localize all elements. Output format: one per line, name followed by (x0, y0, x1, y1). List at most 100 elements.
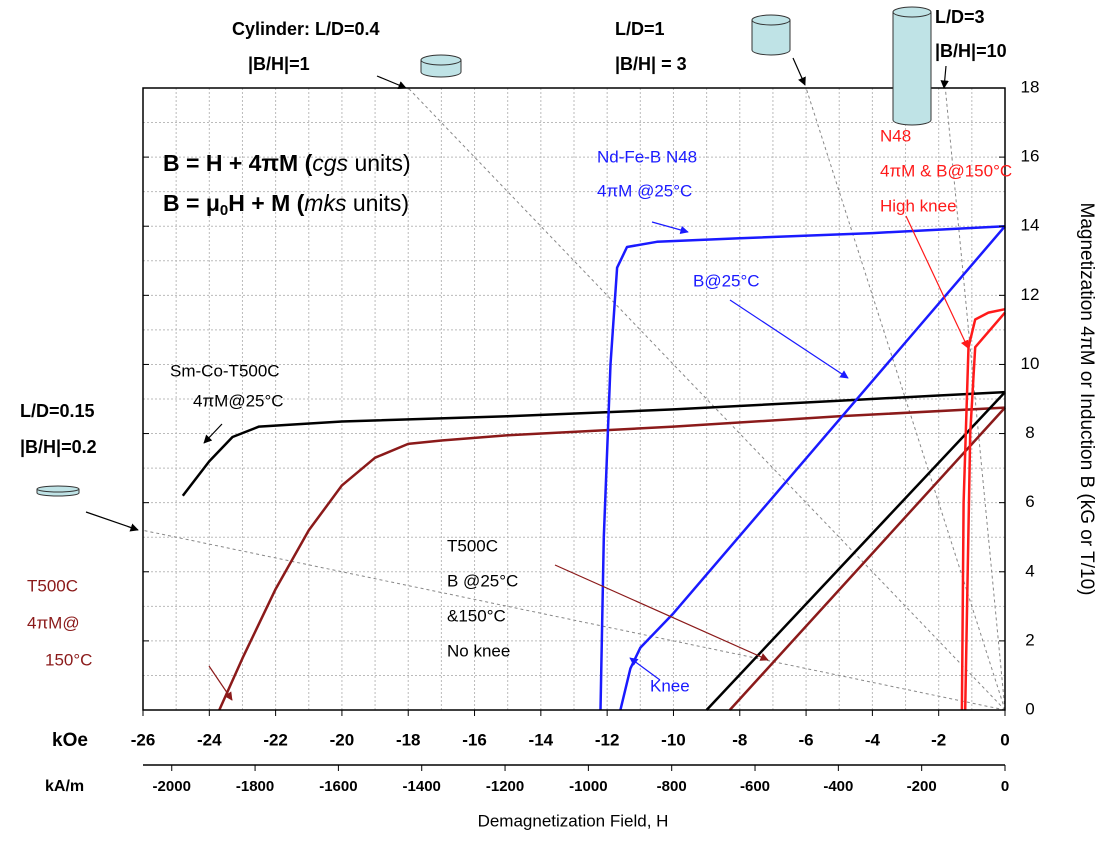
formula-part: H + M ( (228, 190, 304, 216)
formula: B = μ0H + M (mks units) (163, 190, 409, 219)
annotation: Nd-Fe-B N48 (597, 147, 697, 166)
annotation: B@25°C (693, 271, 760, 290)
arrow (208, 665, 233, 701)
y-tick-label: 6 (1025, 492, 1034, 511)
x-tick-label: -6 (799, 730, 814, 749)
curve (963, 311, 1006, 711)
x-tick-label: -16 (462, 730, 487, 749)
formula: B = H + 4πM (cgs units) (163, 150, 411, 176)
annotation: No knee (447, 641, 510, 660)
annotation: |B/H|=1 (248, 54, 310, 74)
x-tick-label: -22 (263, 730, 288, 749)
load-line (944, 87, 1006, 711)
x2-tick-label: -1000 (569, 778, 607, 795)
arrows (85, 57, 969, 701)
x-tick-label: -24 (197, 730, 222, 749)
curve (218, 406, 1006, 711)
x-tick-label: -2 (931, 730, 946, 749)
y-tick-label: 10 (1021, 354, 1040, 373)
x2-tick-label: -600 (740, 778, 770, 795)
formula-part: cgs (312, 150, 348, 176)
arrow (554, 564, 769, 661)
x-tick-label: -8 (732, 730, 747, 749)
annotation: |B/H| = 3 (615, 54, 687, 74)
x2-axis-unit: kA/m (45, 778, 84, 795)
load-line (805, 87, 1006, 711)
arrow (85, 511, 139, 532)
annotation: L/D=1 (615, 19, 665, 39)
y-tick-label: 0 (1025, 699, 1034, 718)
cylinders (36, 6, 932, 497)
cylinder-icon (892, 12, 932, 126)
annotation: Sm-Co-T500C (170, 361, 280, 380)
y-tick-label: 18 (1021, 77, 1040, 96)
curve (619, 225, 1006, 711)
formula-part: B = H + 4πM ( (163, 150, 313, 176)
x-axis-unit: kOe (52, 730, 88, 751)
x2-tick-label: -1600 (319, 778, 357, 795)
annotation: B @25°C (447, 571, 518, 590)
x-tick-label: -26 (131, 730, 156, 749)
x-tick-label: -12 (595, 730, 620, 749)
x-tick-label: -18 (396, 730, 421, 749)
annotation: Cylinder: L/D=0.4 (232, 19, 380, 39)
y-tick-label: 4 (1025, 561, 1034, 580)
x-tick-label: 0 (1000, 730, 1009, 749)
annotation: |B/H|=10 (935, 41, 1007, 61)
annotation: L/D=0.15 (20, 401, 95, 421)
x-tick-label: -10 (661, 730, 686, 749)
annotation: 150°C (45, 650, 92, 669)
cylinder-icon (751, 14, 791, 26)
annotation: L/D=3 (935, 7, 985, 27)
x-axis-title: Demagnetization Field, H (478, 811, 669, 830)
arrow (940, 65, 949, 89)
curve (705, 391, 1006, 711)
x-tick-label: -20 (330, 730, 355, 749)
cylinder-icon (751, 20, 791, 56)
annotation: T500C (447, 536, 498, 555)
formula-part: mks (304, 190, 347, 216)
curve (599, 224, 1006, 711)
annotation: 4πM@25°C (193, 391, 284, 410)
y-tick-label: 12 (1021, 285, 1040, 304)
cylinder-icon (36, 485, 80, 493)
y-tick-label: 2 (1025, 630, 1034, 649)
x2-tick-label: 0 (1001, 778, 1009, 795)
annotation: N48 (880, 126, 911, 145)
arrow (203, 423, 223, 444)
y-tick-label: 16 (1021, 147, 1040, 166)
load-line (142, 529, 1006, 711)
y-axis-title: Magnetization 4πM or Induction B (kG or … (1076, 203, 1097, 596)
formula-part: 0 (220, 202, 228, 219)
formula-part: units) (348, 150, 411, 176)
curve (960, 307, 1006, 711)
formula-part: B = μ (163, 190, 220, 216)
x2-tick-label: -800 (657, 778, 687, 795)
cylinder-icon (420, 54, 462, 66)
x2-tick-label: -1400 (403, 778, 441, 795)
x-tick-label: -14 (529, 730, 554, 749)
arrow (905, 215, 969, 349)
y-tick-label: 14 (1021, 216, 1040, 235)
y-tick-label: 8 (1025, 423, 1034, 442)
x2-tick-label: -1800 (236, 778, 274, 795)
annotation: 4πM@ (27, 613, 80, 632)
cylinder-icon (892, 6, 932, 18)
x2-tick-label: -400 (823, 778, 853, 795)
annotation: High knee (880, 196, 957, 215)
plot (142, 87, 1006, 711)
curve (728, 406, 1006, 711)
plot-frame (142, 87, 1006, 711)
arrow (376, 75, 407, 89)
arrow (629, 657, 661, 681)
annotation: 4πM @25°C (597, 181, 692, 200)
annotation: Knee (650, 676, 690, 695)
arrow (651, 221, 689, 235)
curve (181, 390, 1006, 497)
annotation: T500C (27, 576, 78, 595)
x-tick-label: -4 (865, 730, 881, 749)
x2-tick-label: -2000 (153, 778, 191, 795)
formula-part: units) (346, 190, 409, 216)
annotation: 4πM & B@150°C (880, 161, 1012, 180)
